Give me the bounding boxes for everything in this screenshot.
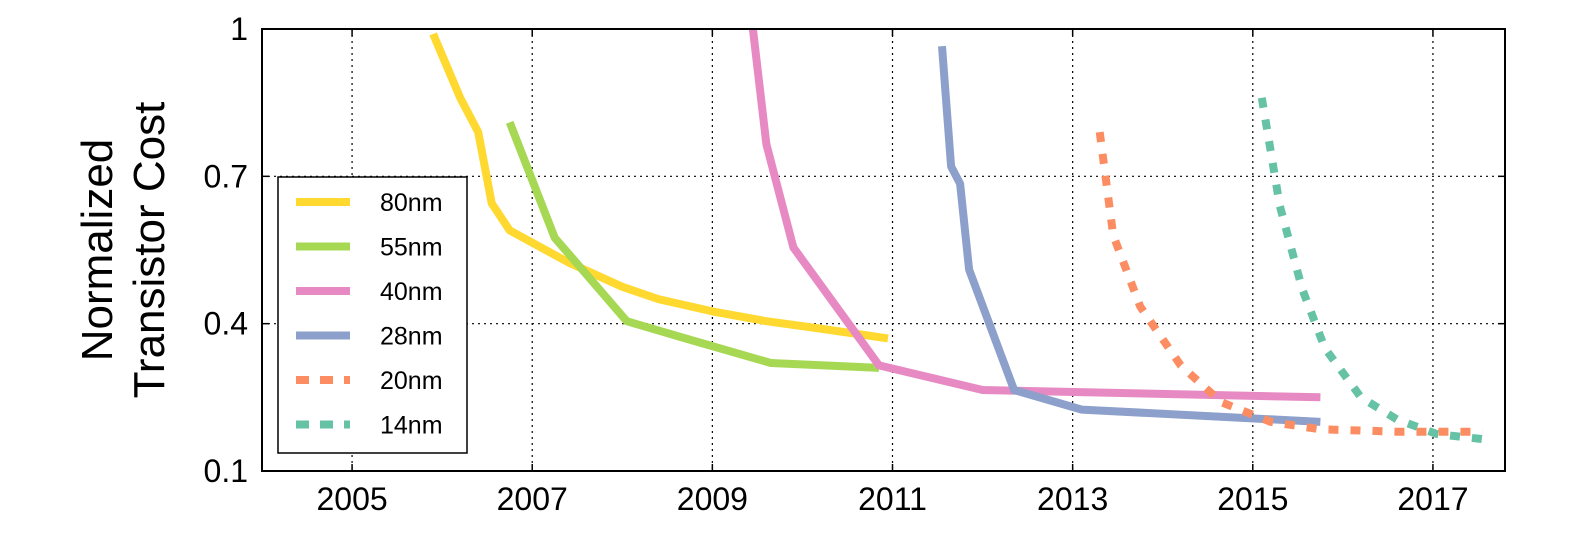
y-tick-label: 0.4 <box>204 306 248 342</box>
legend-label-55nm: 55nm <box>380 234 443 262</box>
legend-label-80nm: 80nm <box>380 189 443 217</box>
y-axis-title: Normalized Transistor Cost <box>73 102 174 399</box>
legend: 80nm 55nm 40nm 28nm 20nm 14nm <box>277 176 468 454</box>
series-line-80nm <box>429 32 889 343</box>
plot-frame <box>261 28 1506 472</box>
x-tick-label: 2013 <box>1037 481 1108 517</box>
y-tick-label: 0.7 <box>204 158 248 194</box>
x-tick-label: 2011 <box>858 481 927 517</box>
series-line-20nm <box>1095 131 1483 436</box>
x-tick-label: 2007 <box>497 481 568 517</box>
x-tick-label: 2005 <box>316 481 387 517</box>
legend-label-40nm: 40nm <box>380 278 443 306</box>
series-line-40nm <box>748 28 1321 402</box>
x-tick-label: 2015 <box>1217 481 1288 517</box>
axis-ticks: 2005 2007 2009 2011 2013 2015 2017 0.1 0.4 0.7 1 <box>204 11 1505 517</box>
y-tick-label: 1 <box>230 11 248 47</box>
legend-label-20nm: 20nm <box>380 367 443 395</box>
x-tick-label: 2009 <box>677 481 748 517</box>
legend-box <box>277 176 468 454</box>
series-line-14nm <box>1257 97 1483 444</box>
y-axis-title-line-1: Normalized <box>73 139 122 362</box>
legend-label-28nm: 28nm <box>380 323 443 351</box>
legend-label-14nm: 14nm <box>380 412 443 440</box>
grid-lines <box>262 29 1505 471</box>
series-lines <box>429 28 1483 444</box>
series-line-28nm <box>938 45 1321 426</box>
y-axis-title-line-2: Transistor Cost <box>125 102 174 399</box>
x-tick-label: 2017 <box>1397 481 1468 517</box>
y-tick-label: 0.1 <box>204 453 248 489</box>
series-line-55nm <box>505 120 880 372</box>
